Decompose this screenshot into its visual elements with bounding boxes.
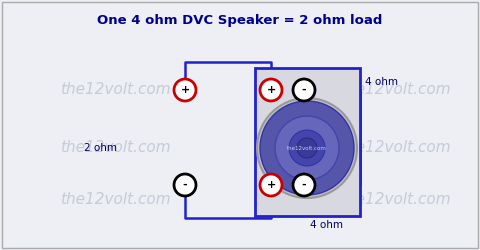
Text: the12volt.com: the12volt.com [60, 140, 170, 156]
Text: -: - [183, 180, 187, 190]
Circle shape [275, 116, 339, 180]
Circle shape [174, 79, 196, 101]
Text: -: - [302, 85, 306, 95]
Text: +: + [266, 180, 276, 190]
Bar [255, 68, 360, 216]
Circle shape [297, 138, 317, 158]
Text: 2 ohm: 2 ohm [84, 143, 117, 153]
Text: the12volt.com: the12volt.com [340, 82, 450, 98]
Circle shape [260, 174, 282, 196]
Circle shape [289, 130, 325, 166]
Circle shape [293, 174, 315, 196]
Circle shape [174, 174, 196, 196]
Text: One 4 ohm DVC Speaker = 2 ohm load: One 4 ohm DVC Speaker = 2 ohm load [97, 14, 383, 27]
Circle shape [260, 101, 354, 195]
Text: +: + [266, 85, 276, 95]
Text: the12volt.com: the12volt.com [60, 82, 170, 98]
Circle shape [257, 98, 357, 198]
Text: the12volt.com: the12volt.com [340, 140, 450, 156]
Circle shape [260, 79, 282, 101]
Text: the12volt.com: the12volt.com [60, 192, 170, 208]
Text: the12volt.com: the12volt.com [340, 192, 450, 208]
Circle shape [293, 79, 315, 101]
Text: the12volt.com: the12volt.com [287, 146, 327, 150]
Text: -: - [302, 180, 306, 190]
Text: 4 ohm: 4 ohm [310, 220, 343, 230]
Text: +: + [180, 85, 190, 95]
Text: 4 ohm: 4 ohm [365, 77, 398, 87]
